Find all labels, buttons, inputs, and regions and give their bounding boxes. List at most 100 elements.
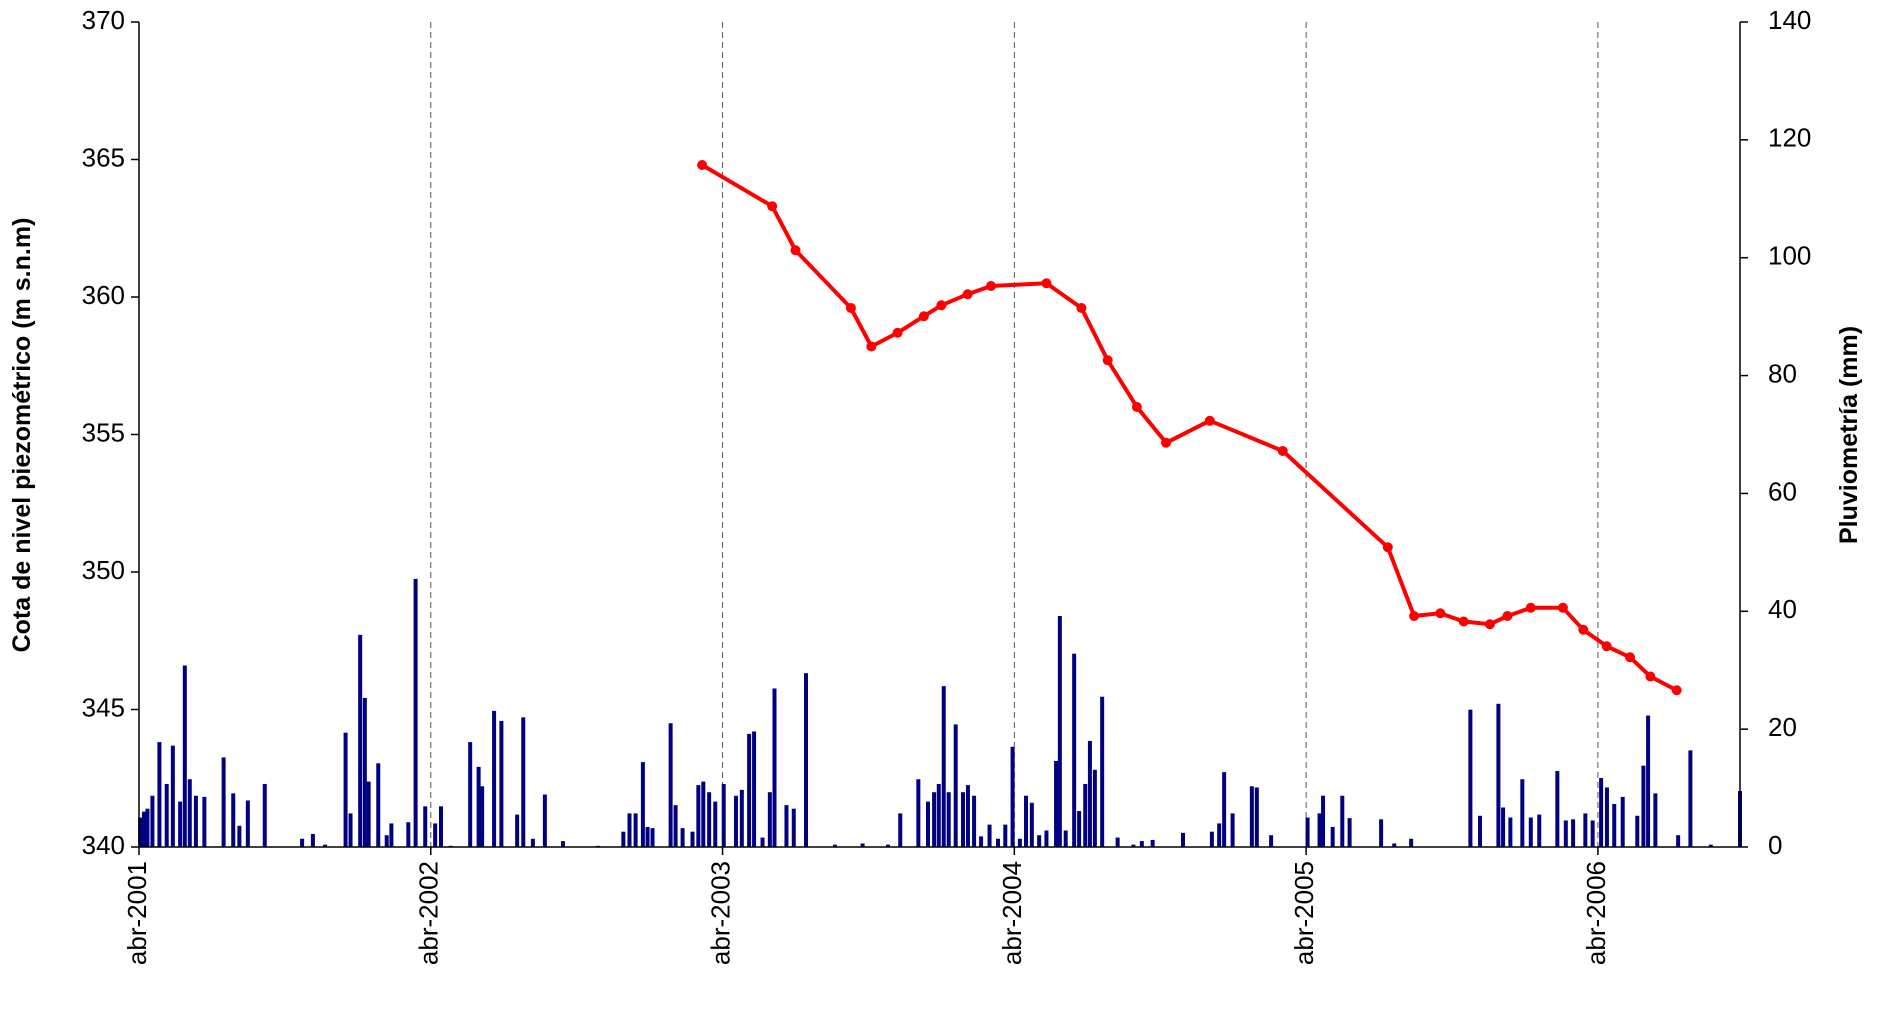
bar	[542, 794, 547, 847]
bar	[141, 811, 146, 847]
bar	[898, 813, 903, 847]
line-point	[790, 245, 801, 256]
y2-tick-label: 60	[1768, 476, 1797, 506]
bar	[673, 805, 678, 847]
bar	[145, 808, 150, 847]
bar	[1563, 820, 1568, 847]
bar	[182, 665, 187, 847]
bar	[1676, 835, 1681, 847]
bar	[1024, 795, 1029, 847]
bar	[965, 785, 970, 847]
bar	[406, 822, 411, 847]
bar	[343, 732, 348, 847]
line-point	[866, 341, 877, 352]
line-point	[1525, 602, 1536, 613]
bar	[668, 723, 673, 847]
bar	[157, 742, 162, 847]
bar	[1115, 837, 1120, 847]
bar	[645, 826, 650, 847]
bar	[784, 805, 789, 847]
bar	[560, 841, 565, 847]
bar	[1646, 715, 1651, 847]
bar	[1131, 844, 1136, 847]
line-point	[1382, 542, 1393, 553]
line-point	[1578, 624, 1589, 635]
bar	[1317, 813, 1322, 847]
y2-tick-label: 40	[1768, 594, 1797, 624]
bar	[480, 786, 485, 847]
bar	[262, 783, 267, 847]
bar	[1612, 803, 1617, 847]
y-tick-label: 370	[82, 5, 125, 35]
bar	[1392, 843, 1397, 847]
bar	[300, 838, 305, 847]
line-point	[1076, 303, 1087, 313]
bar	[423, 806, 428, 847]
bar	[633, 813, 638, 847]
y-tick-label: 365	[82, 142, 125, 172]
bar	[1092, 769, 1097, 847]
bar	[767, 792, 772, 847]
line-point	[1557, 602, 1568, 613]
bar	[468, 742, 473, 847]
bar	[1083, 783, 1088, 847]
bar	[1037, 835, 1042, 847]
bar	[1379, 819, 1384, 847]
line-point	[1645, 671, 1656, 682]
bar	[627, 813, 632, 847]
bar	[1583, 813, 1588, 847]
bar	[1044, 830, 1049, 847]
bar	[1087, 740, 1092, 847]
bar	[791, 808, 796, 847]
bar	[987, 824, 992, 847]
line-point	[1624, 652, 1635, 663]
bar	[1641, 765, 1646, 847]
bar	[150, 795, 155, 847]
bar	[979, 836, 984, 847]
bar	[640, 762, 645, 847]
bar	[932, 792, 937, 847]
bar	[1520, 779, 1525, 847]
line-point	[697, 160, 708, 170]
bar	[996, 838, 1001, 847]
x-tick-label: abr-2005	[1289, 861, 1319, 965]
bar	[1537, 814, 1542, 847]
bar	[1217, 823, 1222, 847]
bar	[946, 792, 951, 847]
bar	[1708, 844, 1713, 847]
x-tick-label: abr-2003	[705, 861, 735, 965]
bar	[1496, 703, 1501, 847]
line-point	[918, 311, 929, 322]
bar	[1635, 815, 1640, 847]
y2-tick-label: 140	[1768, 5, 1811, 35]
bar	[366, 781, 371, 847]
x-tick-label: abr-2001	[122, 861, 152, 965]
bar	[1340, 795, 1345, 847]
bar	[941, 686, 946, 847]
bar	[804, 673, 809, 847]
bar	[696, 785, 701, 847]
bar	[1528, 817, 1533, 847]
bar	[413, 578, 418, 847]
y-tick-label: 345	[82, 692, 125, 722]
line-point	[1102, 355, 1113, 366]
line-point	[1458, 616, 1469, 627]
y2-tick-label: 20	[1768, 712, 1797, 742]
bar	[1230, 813, 1235, 847]
bar	[310, 834, 315, 847]
line-point	[1502, 611, 1513, 621]
bar	[384, 835, 389, 847]
bar	[1017, 838, 1022, 847]
bar	[245, 800, 250, 847]
bar	[680, 828, 685, 847]
bar	[389, 823, 394, 847]
bar	[476, 766, 481, 847]
line-point	[767, 201, 778, 212]
bar	[1054, 760, 1059, 847]
bar	[515, 814, 520, 847]
bar	[1330, 826, 1335, 847]
bar	[362, 697, 367, 847]
bar	[433, 823, 438, 847]
bar	[1508, 817, 1513, 847]
